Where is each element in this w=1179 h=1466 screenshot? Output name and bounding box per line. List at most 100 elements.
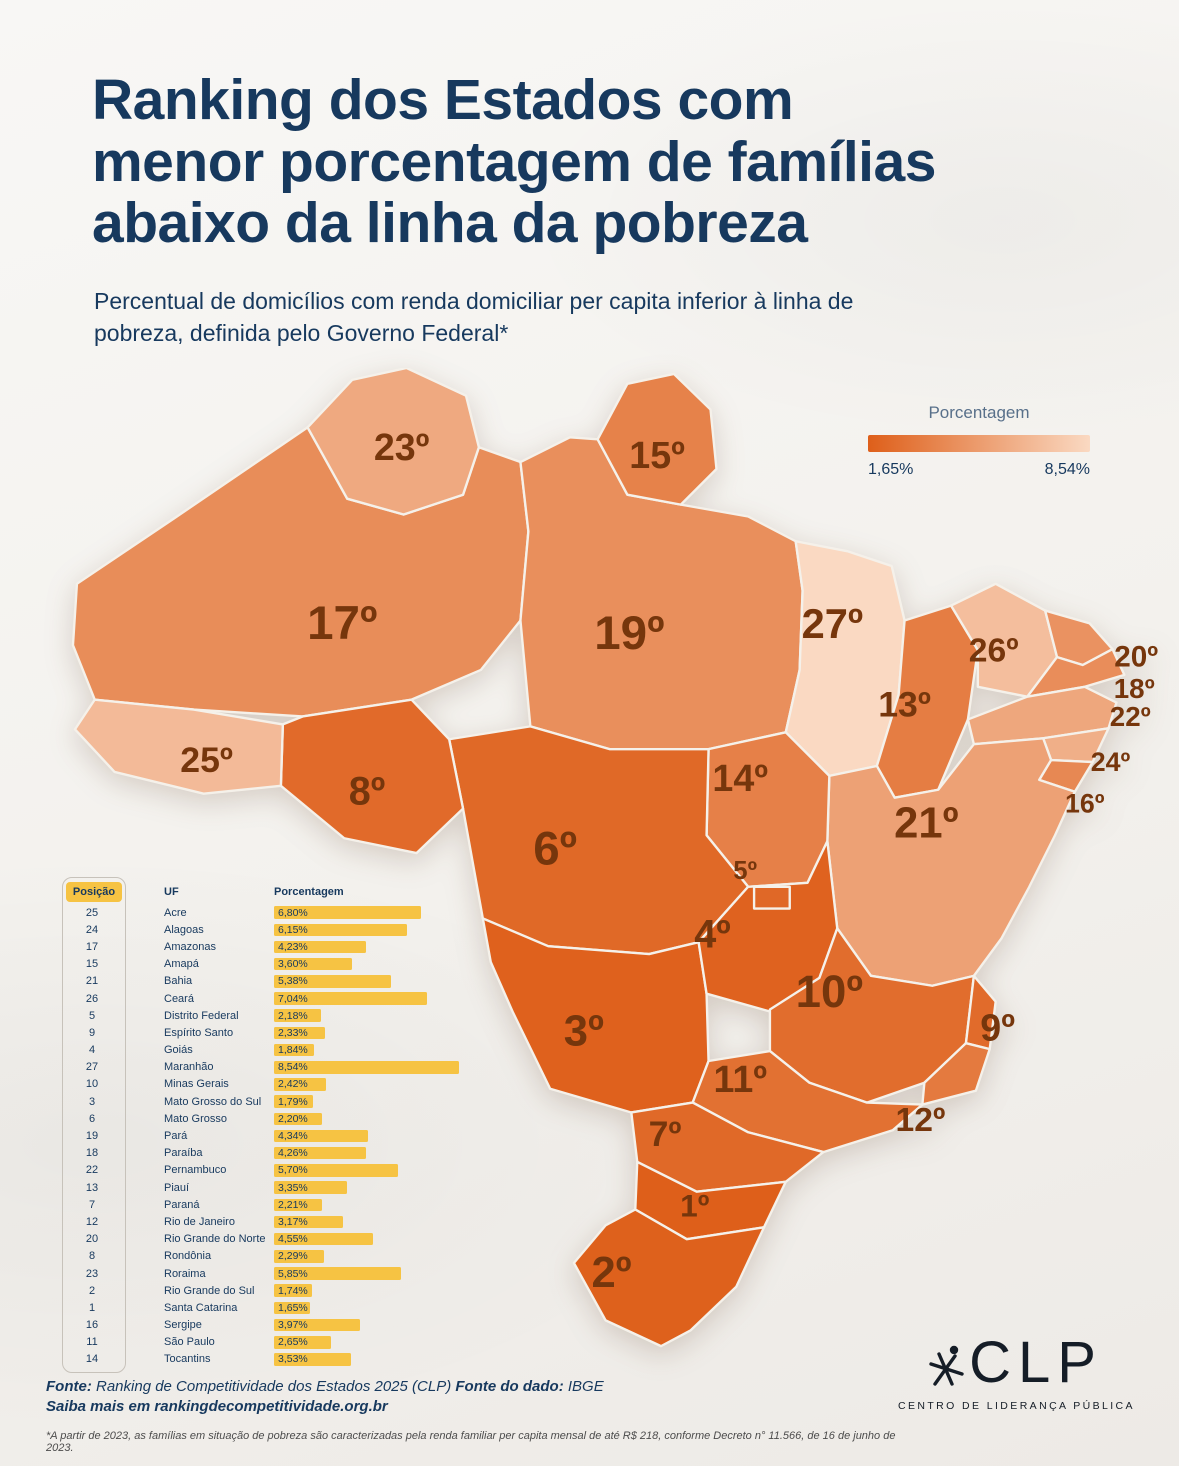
table-row: 20 Rio Grande do Norte 4,55% bbox=[62, 1231, 532, 1248]
map-rank-label-ap: 15º bbox=[629, 434, 685, 476]
row-state-name: Rio Grande do Norte bbox=[164, 1233, 266, 1246]
color-legend: Porcentagem 1,65% 8,54% bbox=[868, 403, 1090, 479]
row-percent-bar: 4,55% bbox=[274, 1232, 373, 1246]
state-go bbox=[697, 840, 839, 1013]
header-porcentagem: Porcentagem bbox=[274, 886, 344, 898]
title-line-3: abaixo da linha da pobreza bbox=[92, 191, 808, 256]
table-row: 5 Distrito Federal 2,18% bbox=[62, 1007, 532, 1024]
state-am bbox=[71, 426, 530, 718]
row-position: 8 bbox=[88, 1250, 96, 1263]
row-state-name: São Paulo bbox=[164, 1336, 215, 1349]
map-rank-label-ac: 25º bbox=[180, 740, 233, 780]
row-percent-bar: 1,74% bbox=[274, 1284, 312, 1297]
map-rank-label-ce: 26º bbox=[969, 633, 1019, 670]
row-position: 22 bbox=[85, 1164, 99, 1177]
legend-gradient-bar bbox=[868, 435, 1090, 452]
map-rank-label-mt: 6º bbox=[533, 823, 577, 876]
row-position: 1 bbox=[88, 1301, 96, 1314]
map-rank-label-mg: 10º bbox=[796, 966, 863, 1017]
row-state-name: Espírito Santo bbox=[164, 1026, 234, 1039]
row-state-name: Amapá bbox=[164, 958, 199, 971]
row-position: 20 bbox=[85, 1233, 99, 1246]
legend-labels: 1,65% 8,54% bbox=[868, 461, 1090, 479]
row-percent-bar: 2,33% bbox=[274, 1026, 325, 1040]
map-rank-label-rs: 2º bbox=[591, 1249, 631, 1297]
row-state-name: Pernambuco bbox=[164, 1164, 227, 1177]
row-position: 5 bbox=[88, 1009, 96, 1022]
map-rank-label-ba: 21º bbox=[894, 799, 958, 847]
fonte-label: Fonte: bbox=[46, 1378, 92, 1395]
page-title: Ranking dos Estados com menor porcentage… bbox=[92, 69, 1112, 256]
row-position: 4 bbox=[88, 1044, 96, 1057]
state-pa bbox=[519, 436, 804, 751]
table-row: 7 Paraná 2,21% bbox=[62, 1196, 532, 1213]
row-percent-value: 2,21% bbox=[278, 1198, 308, 1211]
row-state-name: Mato Grosso bbox=[164, 1112, 227, 1125]
table-row: 13 Piauí 3,35% bbox=[62, 1179, 532, 1196]
clp-person-icon bbox=[929, 1345, 964, 1386]
row-state-name: Maranhão bbox=[164, 1061, 214, 1074]
map-rank-label-rn: 20º bbox=[1114, 641, 1158, 674]
table-row: 16 Sergipe 3,97% bbox=[62, 1317, 532, 1334]
row-percent-bar: 8,54% bbox=[274, 1061, 459, 1074]
state-rr bbox=[306, 368, 481, 516]
state-mg bbox=[768, 927, 976, 1104]
row-position: 10 bbox=[85, 1078, 99, 1091]
table-row: 27 Maranhão 8,54% bbox=[62, 1059, 532, 1076]
row-percent-bar: 4,26% bbox=[274, 1146, 367, 1160]
row-position: 12 bbox=[85, 1215, 99, 1228]
row-position: 27 bbox=[85, 1061, 99, 1074]
map-rank-label-pi: 13º bbox=[878, 685, 931, 725]
map-rank-label-es: 9º bbox=[980, 1006, 1015, 1048]
fonte-dado-text: IBGE bbox=[563, 1378, 604, 1395]
table-row: 19 Pará 4,34% bbox=[62, 1127, 532, 1144]
row-percent-bar: 2,29% bbox=[274, 1250, 324, 1263]
row-percent-value: 1,74% bbox=[278, 1284, 308, 1297]
row-position: 6 bbox=[88, 1112, 96, 1125]
table-row: 4 Goiás 1,84% bbox=[62, 1042, 532, 1059]
map-rank-label-rr: 23º bbox=[374, 426, 430, 468]
row-percent-bar: 2,18% bbox=[274, 1009, 322, 1022]
table-row: 12 Rio de Janeiro 3,17% bbox=[62, 1213, 532, 1230]
website-link[interactable]: Saiba mais em rankingdecompetitividade.o… bbox=[46, 1398, 388, 1415]
state-sp bbox=[691, 1049, 924, 1154]
row-percent-value: 4,26% bbox=[278, 1147, 308, 1160]
state-pb bbox=[1026, 647, 1126, 698]
title-line-2: menor porcentagem de famílias bbox=[92, 129, 936, 194]
row-percent-value: 1,84% bbox=[278, 1044, 308, 1057]
row-state-name: Mato Grosso do Sul bbox=[164, 1095, 262, 1108]
row-percent-bar: 2,65% bbox=[274, 1336, 332, 1349]
row-position: 15 bbox=[85, 958, 99, 971]
table-row: 22 Pernambuco 5,70% bbox=[62, 1162, 532, 1179]
row-percent-bar: 6,15% bbox=[274, 923, 408, 937]
header-uf: UF bbox=[164, 886, 179, 898]
table-row: 14 Tocantins 3,53% bbox=[62, 1351, 532, 1368]
row-percent-value: 2,18% bbox=[278, 1009, 308, 1022]
row-percent-bar: 3,60% bbox=[274, 957, 352, 971]
row-percent-value: 7,04% bbox=[278, 992, 308, 1005]
map-rank-label-pb: 18º bbox=[1114, 673, 1155, 704]
row-percent-bar: 3,53% bbox=[274, 1353, 351, 1366]
row-percent-bar: 4,34% bbox=[274, 1129, 368, 1143]
table-row: 18 Paraíba 4,26% bbox=[62, 1145, 532, 1162]
row-percent-value: 5,38% bbox=[278, 975, 308, 988]
table-row: 25 Acre 6,80% bbox=[62, 904, 532, 921]
legend-min-label: 1,65% bbox=[868, 461, 914, 478]
table-row: 6 Mato Grosso 2,20% bbox=[62, 1110, 532, 1127]
map-rank-label-am: 17º bbox=[307, 597, 377, 650]
row-state-name: Roraima bbox=[164, 1267, 206, 1280]
ranking-table: Posição UF Porcentagem 25 Acre 6,80% 24 Alag… bbox=[62, 877, 532, 1373]
row-percent-value: 3,60% bbox=[278, 958, 308, 971]
legend-title: Porcentagem bbox=[928, 403, 1030, 422]
map-rank-label-ro: 8º bbox=[349, 770, 385, 814]
row-state-name: Sergipe bbox=[164, 1319, 202, 1332]
row-state-name: Paraíba bbox=[164, 1147, 203, 1160]
row-position: 3 bbox=[88, 1095, 96, 1108]
row-percent-bar: 2,42% bbox=[274, 1078, 327, 1091]
row-state-name: Minas Gerais bbox=[164, 1078, 229, 1091]
row-percent-value: 2,42% bbox=[278, 1078, 308, 1091]
row-percent-bar: 3,97% bbox=[274, 1318, 360, 1332]
row-position: 18 bbox=[85, 1147, 99, 1160]
table-row: 9 Espírito Santo 2,33% bbox=[62, 1024, 532, 1041]
position-column-outline bbox=[62, 877, 126, 1373]
